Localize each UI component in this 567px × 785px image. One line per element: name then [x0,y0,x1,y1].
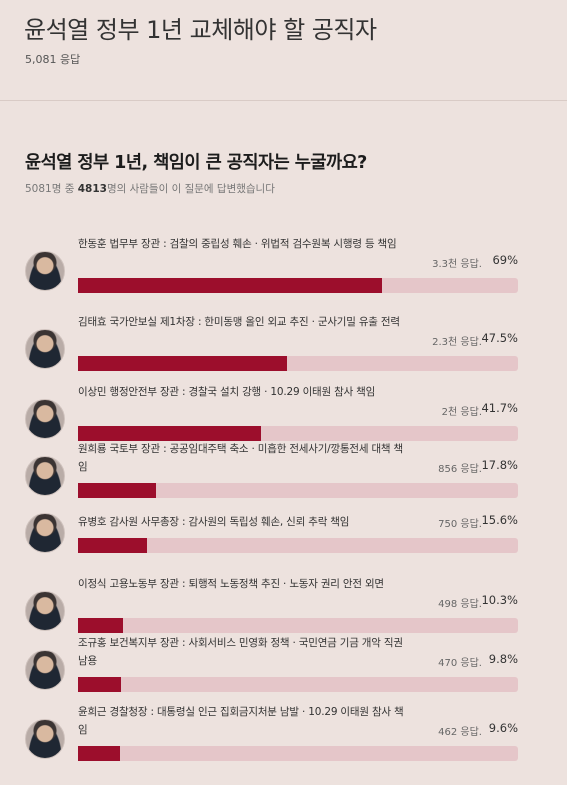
option-percent: 17.8% [481,458,518,472]
poll-option[interactable]: 원희룡 국토부 장관 : 공공임대주택 축소 · 미흡한 전세사기/깡통전세 대… [0,440,567,510]
avatar-photo [25,591,65,631]
poll-header: 윤석열 정부 1년 교체해야 할 공직자 5,081 응답 [0,0,567,100]
progress-track [78,483,518,498]
option-label: 한동훈 법무부 장관 : 검찰의 중립성 훼손 · 위법적 검수원복 시행령 등… [78,238,397,250]
option-response-count: 3.3천 응답. [432,259,482,270]
progress-fill [78,356,287,371]
progress-track [78,746,518,761]
subline-prefix: 5081명 중 [25,183,78,195]
progress-fill [78,677,122,692]
avatar-photo [25,513,65,553]
avatar-photo [25,399,65,439]
divider [0,100,567,101]
option-label: 윤희근 경찰청장 : 대통령실 인근 집회금지처분 남발 · 10.29 이태원… [78,706,404,736]
total-response-count: 5,081 응답 [25,53,81,66]
progress-track [78,356,518,371]
progress-track [78,618,518,633]
option-percent: 69% [492,253,518,267]
avatar-photo [25,251,65,291]
option-response-count: 462 응답. [438,727,482,738]
poll-option[interactable]: 윤희근 경찰청장 : 대통령실 인근 집회금지처분 남발 · 10.29 이태원… [0,703,567,773]
option-percent: 9.6% [488,721,518,735]
option-percent: 41.7% [481,401,518,415]
option-label: 유병호 감사원 사무총장 : 감사원의 독립성 훼손, 신뢰 추락 책임 [78,516,350,528]
poll-option[interactable]: 유병호 감사원 사무총장 : 감사원의 독립성 훼손, 신뢰 추락 책임 750 … [0,513,567,583]
option-label: 이상민 행정안전부 장관 : 경찰국 설치 강행 · 10.29 이태원 참사 … [78,386,376,398]
progress-fill [78,746,121,761]
progress-fill [78,618,124,633]
progress-fill [78,278,382,293]
option-response-count: 2천 응답. [441,407,482,418]
option-percent: 47.5% [481,331,518,345]
option-response-count: 2.3천 응답. [432,337,482,348]
avatar-photo [25,329,65,369]
progress-track [78,538,518,553]
avatar-photo [25,456,65,496]
option-percent: 10.3% [481,593,518,607]
option-response-count: 856 응답. [438,464,482,475]
progress-track [78,426,518,441]
poll-option[interactable]: 김태효 국가안보실 제1차장 : 한미동맹 올인 외교 추진 · 군사기밀 유출… [0,313,567,383]
option-response-count: 498 응답. [438,599,482,610]
option-percent: 9.8% [488,652,518,666]
avatar-photo [25,650,65,690]
option-label: 원희룡 국토부 장관 : 공공임대주택 축소 · 미흡한 전세사기/깡통전세 대… [78,443,403,473]
poll-option[interactable]: 이정식 고용노동부 장관 : 퇴행적 노동정책 추진 · 노동자 권리 안전 외… [0,575,567,645]
avatar-photo [25,719,65,759]
progress-fill [78,538,147,553]
option-response-count: 750 응답. [438,519,482,530]
option-label: 이정식 고용노동부 장관 : 퇴행적 노동정책 추진 · 노동자 권리 안전 외… [78,578,384,590]
option-label: 조규홍 보건복지부 장관 : 사회서비스 민영화 정책 · 국민연금 기금 개악… [78,637,403,667]
question-subline: 5081명 중 4813명의 사람들이 이 질문에 답변했습니다 [25,181,275,196]
poll-option[interactable]: 한동훈 법무부 장관 : 검찰의 중립성 훼손 · 위법적 검수원복 시행령 등… [0,235,567,305]
question-title: 윤석열 정부 1년, 책임이 큰 공직자는 누굴까요? [25,153,367,173]
progress-track [78,677,518,692]
option-label: 김태효 국가안보실 제1차장 : 한미동맹 올인 외교 추진 · 군사기밀 유출… [78,316,400,328]
poll-option[interactable]: 이상민 행정안전부 장관 : 경찰국 설치 강행 · 10.29 이태원 참사 … [0,383,567,453]
option-response-count: 470 응답. [438,658,482,669]
progress-fill [78,426,262,441]
option-percent: 15.6% [481,513,518,527]
progress-fill [78,483,157,498]
subline-suffix: 명의 사람들이 이 질문에 답변했습니다 [106,183,275,195]
progress-track [78,278,518,293]
answered-count: 4813 [77,183,107,195]
poll-option[interactable]: 조규홍 보건복지부 장관 : 사회서비스 민영화 정책 · 국민연금 기금 개악… [0,634,567,704]
page-title: 윤석열 정부 1년 교체해야 할 공직자 [24,16,377,44]
